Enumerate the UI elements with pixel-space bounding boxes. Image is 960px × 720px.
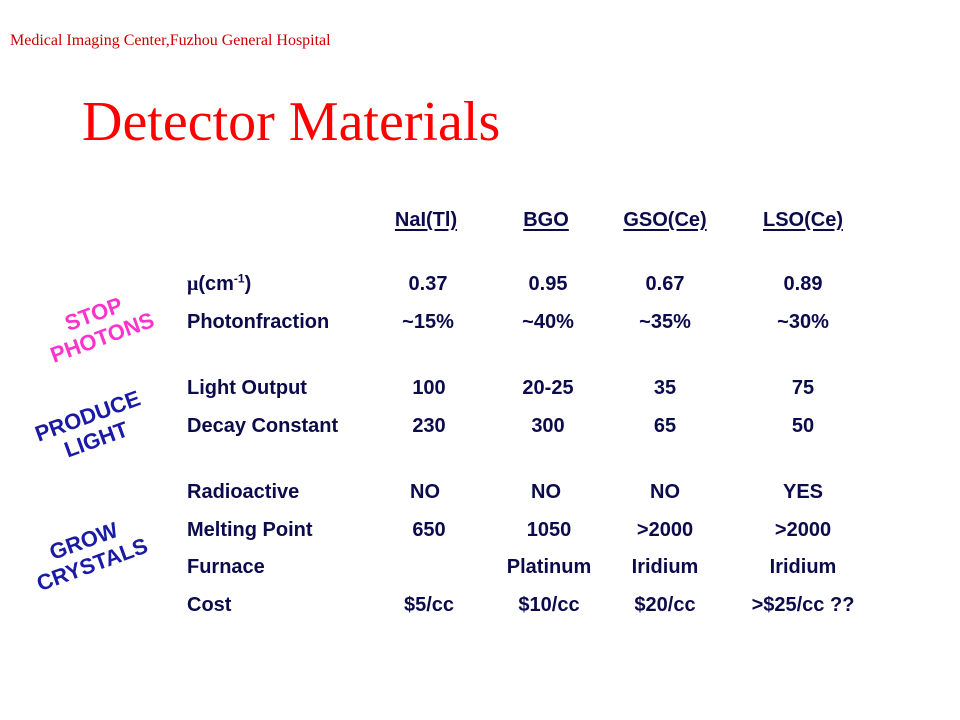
cell-photonfraction-lso: ~30%: [777, 311, 829, 333]
mu-symbol: μ: [187, 273, 199, 295]
cell-melting-point-nai: 650: [412, 519, 446, 541]
cell-decay-constant-lso: 50: [791, 415, 815, 437]
cell-mu-gso: 0.67: [645, 273, 685, 295]
row-label-melting-point: Melting Point: [187, 519, 313, 541]
cell-furnace-gso: Iridium: [631, 556, 699, 578]
cell-decay-constant-nai: 230: [412, 415, 446, 437]
cell-melting-point-lso: >2000: [774, 519, 832, 541]
mu-unit-exponent: -1: [233, 271, 245, 286]
cell-light-output-lso: 75: [791, 377, 815, 399]
page-title: Detector Materials: [82, 91, 501, 153]
cell-photonfraction-nai: ~15%: [402, 311, 454, 333]
row-label-radioactive: Radioactive: [187, 481, 300, 503]
column-header-gso: GSO(Ce): [623, 209, 707, 231]
cell-light-output-gso: 35: [653, 377, 677, 399]
cell-mu-nai: 0.37: [408, 273, 448, 295]
cell-decay-constant-bgo: 300: [531, 415, 565, 437]
cell-photonfraction-bgo: ~40%: [522, 311, 574, 333]
group-label-produce-light: PRODUCE LIGHT: [32, 385, 153, 470]
group-label-stop-photons: STOP PHOTONS: [38, 284, 157, 369]
row-label-mu: μ(cm-1): [187, 271, 252, 295]
cell-melting-point-bgo: 1050: [526, 519, 572, 541]
cell-furnace-lso: Iridium: [769, 556, 837, 578]
cell-furnace-bgo: Platinum: [506, 556, 592, 578]
cell-light-output-nai: 100: [412, 377, 446, 399]
cell-cost-bgo: $10/cc: [518, 594, 580, 616]
mu-unit-prefix: (cm: [198, 273, 234, 295]
row-label-cost: Cost: [187, 594, 232, 616]
cell-radioactive-lso: YES: [782, 481, 824, 503]
row-label-photonfraction: Photonfraction: [187, 311, 330, 333]
cell-photonfraction-gso: ~35%: [639, 311, 691, 333]
row-label-light-output: Light Output: [187, 377, 307, 399]
cell-cost-nai: $5/cc: [403, 594, 455, 616]
cell-radioactive-nai: NO: [410, 481, 440, 503]
row-label-furnace: Furnace: [187, 556, 265, 578]
column-header-nai: NaI(Tl): [394, 209, 458, 231]
row-label-decay-constant: Decay Constant: [187, 415, 339, 437]
mu-unit-suffix: ): [244, 273, 252, 295]
cell-light-output-bgo: 20-25: [522, 377, 574, 399]
cell-mu-lso: 0.89: [783, 273, 823, 295]
group-label-grow-crystals: GROW CRYSTALS: [25, 509, 151, 596]
cell-cost-gso: $20/cc: [634, 594, 696, 616]
hospital-header: Medical Imaging Center,Fuzhou General Ho…: [10, 32, 331, 49]
cell-radioactive-gso: NO: [650, 481, 680, 503]
cell-radioactive-bgo: NO: [531, 481, 561, 503]
cell-cost-lso: >$25/cc ??: [751, 594, 855, 616]
cell-melting-point-gso: >2000: [636, 519, 694, 541]
cell-decay-constant-gso: 65: [653, 415, 677, 437]
column-header-bgo: BGO: [523, 209, 569, 231]
cell-mu-bgo: 0.95: [528, 273, 568, 295]
column-header-lso: LSO(Ce): [763, 209, 843, 231]
